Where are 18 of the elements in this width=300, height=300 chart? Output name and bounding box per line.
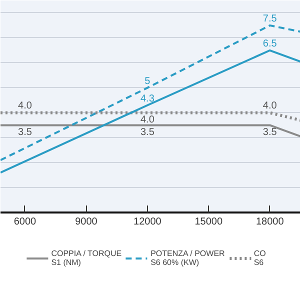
data-label: 3.5 <box>262 127 278 138</box>
data-label: 6.5 <box>262 38 278 50</box>
data-label: 4.0 <box>140 114 155 126</box>
data-label: 3.5 <box>140 127 155 138</box>
legend-label: POTENZA / POWER S6 60% (KW) <box>150 248 225 268</box>
legend-label: CO S6 <box>254 248 267 268</box>
x-tick-label: 12000 <box>134 216 162 228</box>
x-tick-label: 9000 <box>75 216 98 228</box>
x-tick-label: 18000 <box>256 216 284 228</box>
legend-label: COPPIA / TORQUE S1 (NM) <box>51 248 122 268</box>
data-label: 5 <box>144 76 151 87</box>
data-label: 4.0 <box>262 100 278 112</box>
x-tick-label: 6000 <box>14 216 37 228</box>
data-label: 3.5 <box>18 127 32 138</box>
x-tick-label: 15000 <box>194 216 224 228</box>
data-label: 4.3 <box>140 93 155 104</box>
data-label: 4.0 <box>18 100 32 112</box>
data-label: 7.5 <box>262 13 278 24</box>
